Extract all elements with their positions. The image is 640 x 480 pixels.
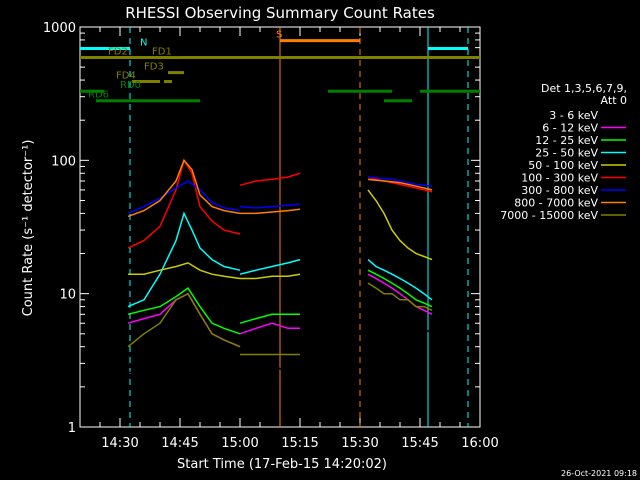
- x-tick-label: 14:30: [101, 436, 138, 451]
- flag-label-rd6: RD6: [88, 90, 109, 101]
- series-line-2: [239, 313, 300, 324]
- chart-title: RHESSI Observing Summary Count Rates: [125, 4, 435, 22]
- series-line-8: [127, 292, 241, 348]
- legend-entry: 7000 - 15000 keV: [500, 209, 598, 222]
- legend-entry: 50 - 100 keV: [528, 159, 598, 172]
- series-line-4: [128, 262, 241, 280]
- flag-label-fd2: FD2: [108, 47, 128, 58]
- plot-area: 1 10 100 1000 14:30 14:45 15:00 15:15 15:30 15:45…: [43, 21, 499, 451]
- x-tick-label: 14:45: [161, 436, 198, 451]
- series-line-2: [367, 269, 433, 308]
- series-line-0: [127, 305, 241, 375]
- footer-date: 26-Oct-2021 09:18: [561, 469, 637, 478]
- series-line-8: [367, 282, 433, 311]
- y-tick-label: 1: [68, 421, 76, 436]
- series-line-7: [240, 208, 301, 215]
- legend-header: Det 1,3,5,6,7,9,: [541, 82, 627, 95]
- flag-label-s: S: [276, 30, 282, 41]
- flag-label-n: N: [140, 37, 147, 48]
- series-line-4: [367, 189, 433, 261]
- series-line-6: [367, 176, 433, 187]
- flag-label-rd0: RD0: [120, 80, 141, 91]
- flag-label-fd1: FD1: [152, 47, 172, 58]
- series-line-7: [367, 178, 433, 191]
- x-tick-label: 15:00: [221, 436, 258, 451]
- x-tick-label: 16:00: [461, 436, 498, 451]
- series-line-5: [127, 158, 241, 249]
- series-line-6: [239, 203, 301, 209]
- legend-entry: 300 - 800 keV: [521, 184, 598, 197]
- legend-header: Att 0: [601, 94, 627, 107]
- y-axis-label: Count Rate (s⁻¹ detector⁻¹): [21, 140, 36, 317]
- series-line-3: [367, 259, 433, 301]
- series-line-1: [239, 322, 300, 335]
- series-line-0: [367, 282, 433, 335]
- legend-entry: 3 - 6 keV: [549, 109, 598, 122]
- series-line-2: [127, 287, 241, 335]
- series-line-1: [367, 273, 433, 315]
- series-line-7: [127, 158, 241, 218]
- series-line-6: [127, 180, 241, 215]
- series-line-3: [127, 211, 241, 308]
- flag-label-fd4: FD4: [116, 71, 136, 82]
- legend-entry: 100 - 300 keV: [521, 172, 598, 185]
- series-line-0: [239, 362, 300, 375]
- series-line-5: [239, 172, 301, 187]
- y-tick-label: 1000: [43, 21, 76, 36]
- series-line-4: [240, 273, 301, 280]
- x-axis-label: Start Time (17-Feb-15 14:20:02): [177, 457, 387, 472]
- flag-label-fd3: FD3: [144, 62, 164, 73]
- legend-entry: 800 - 7000 keV: [514, 197, 598, 210]
- x-tick-label: 15:45: [401, 436, 438, 451]
- legend-entry: 12 - 25 keV: [535, 134, 598, 147]
- x-tick-label: 15:15: [281, 436, 318, 451]
- legend-entry: 6 - 12 keV: [542, 122, 598, 135]
- series-line-3: [239, 258, 301, 275]
- legend-entry: 25 - 50 keV: [535, 147, 598, 160]
- y-tick-label: 10: [59, 288, 76, 303]
- y-tick-label: 100: [51, 154, 76, 169]
- x-tick-label: 15:30: [341, 436, 378, 451]
